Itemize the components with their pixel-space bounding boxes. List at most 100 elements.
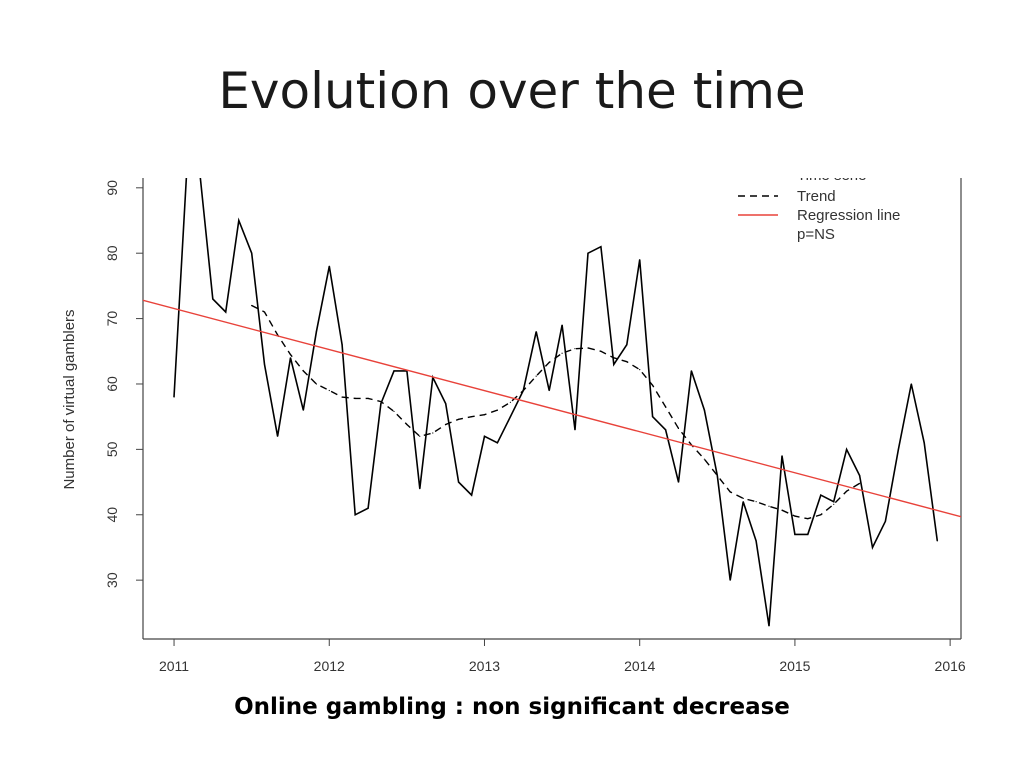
time-serie-point <box>600 246 602 248</box>
trend-point <box>729 491 731 493</box>
time-serie-point <box>781 455 783 457</box>
trend-point <box>445 423 447 426</box>
time-serie-point <box>755 540 757 542</box>
time-serie-point <box>380 402 382 405</box>
y-axis-title: Number of virtual gamblers <box>61 309 78 489</box>
trend-point <box>483 414 486 416</box>
series-layer <box>143 174 961 627</box>
legend-label-trend: Trend <box>797 188 836 205</box>
y-tick-label: 30 <box>104 572 120 588</box>
legend-label-time-serie: Time serie <box>797 167 866 184</box>
time-serie-point <box>419 488 421 490</box>
time-serie-point <box>561 324 563 326</box>
trend-point <box>574 348 576 350</box>
y-tick-label: 60 <box>104 376 120 392</box>
time-serie-point <box>328 265 330 267</box>
trend-point <box>820 514 822 516</box>
time-serie-point <box>393 370 395 372</box>
legend: Time serie Trend Regression line p=NS <box>738 167 900 243</box>
time-serie-point <box>690 370 692 372</box>
time-serie-point <box>768 625 770 627</box>
x-tick-label: 2016 <box>935 658 966 674</box>
trend-point <box>289 353 292 356</box>
time-serie-point <box>859 474 861 477</box>
trend-point <box>846 490 848 492</box>
time-serie-point <box>496 442 498 444</box>
trend-point <box>587 347 589 349</box>
time-serie-point <box>251 252 253 254</box>
trend-point <box>522 389 524 392</box>
time-serie-point <box>457 481 460 483</box>
trend-point <box>470 416 473 418</box>
trend-point <box>496 409 498 411</box>
x-tick-label: 2014 <box>624 658 655 674</box>
trend-point <box>716 474 718 477</box>
x-tick-label: 2013 <box>469 658 500 674</box>
time-serie-point <box>263 363 266 365</box>
time-serie-point <box>212 298 214 300</box>
trend-point <box>626 361 628 363</box>
trend-point <box>263 311 266 313</box>
trend-point <box>535 375 537 377</box>
y-tick-label: 50 <box>104 441 120 457</box>
legend-label-p-ns: p=NS <box>797 226 835 243</box>
time-serie-point <box>199 174 200 175</box>
trend-point <box>639 368 641 371</box>
trend-point <box>651 384 654 386</box>
time-serie-point <box>341 344 343 346</box>
trend-point <box>600 350 602 352</box>
trend-point <box>509 401 512 403</box>
time-serie-point <box>587 252 589 254</box>
time-serie-point <box>897 448 900 450</box>
trend-point <box>419 435 421 437</box>
time-serie-point <box>846 448 848 450</box>
time-serie-point <box>354 514 356 516</box>
time-serie-point <box>445 402 447 405</box>
time-serie-point <box>289 357 292 359</box>
time-serie-point <box>483 435 486 437</box>
x-tick-label: 2011 <box>159 658 189 674</box>
trend-point <box>807 518 809 520</box>
regression-line-point <box>960 516 961 518</box>
trend-point <box>677 427 680 430</box>
time-serie-point <box>470 494 473 496</box>
trend-point <box>367 397 369 399</box>
trend-point <box>341 396 343 398</box>
trend-point <box>859 482 861 484</box>
regression-line-line <box>143 299 961 518</box>
y-tick-label: 40 <box>104 507 120 523</box>
time-serie-point <box>936 540 938 542</box>
time-serie-point <box>742 501 744 503</box>
time-serie-point <box>548 389 550 392</box>
time-serie-point <box>173 396 175 398</box>
time-serie-point <box>923 442 925 444</box>
time-serie-point <box>535 331 537 333</box>
chart-caption: Online gambling : non significant decrea… <box>234 694 790 720</box>
time-serie-point <box>509 416 512 418</box>
trend-point <box>833 503 835 505</box>
trend-point <box>561 352 563 354</box>
time-serie-point <box>639 259 641 261</box>
time-serie-point <box>677 481 680 483</box>
axes: 2011 2012 2013 2014 2015 2016 30 40 50 60 70 80 90 Nu… <box>61 178 966 674</box>
time-serie-point <box>910 383 912 385</box>
time-serie-point <box>613 363 615 365</box>
x-tick-label: 2012 <box>314 658 345 674</box>
trend-line <box>251 304 860 520</box>
time-serie-point <box>729 579 731 581</box>
trend-point <box>251 304 253 307</box>
trend-point <box>393 410 395 413</box>
trend-point <box>548 361 550 363</box>
trend-point <box>794 515 796 517</box>
trend-point <box>380 401 382 403</box>
time-serie-point <box>315 331 317 333</box>
trend-point <box>781 509 783 511</box>
trend-point <box>742 497 744 500</box>
slide-title: Evolution over the time <box>218 62 806 120</box>
time-serie-point <box>276 435 279 437</box>
time-serie-point <box>574 429 576 431</box>
y-tick-label: 80 <box>104 245 120 261</box>
regression-line-point <box>143 299 144 301</box>
trend-point <box>406 423 408 426</box>
